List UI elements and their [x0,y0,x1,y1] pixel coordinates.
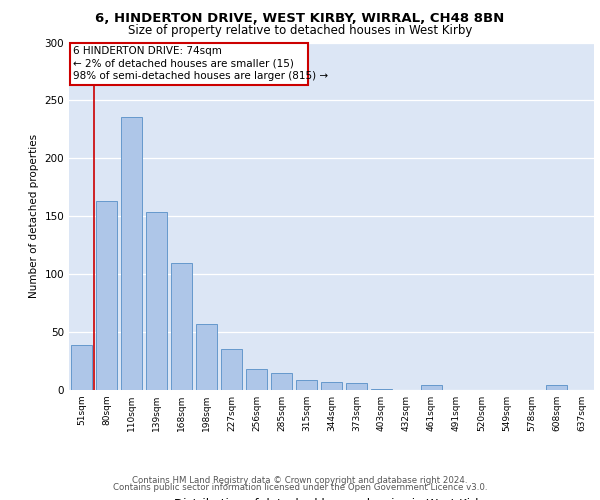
Text: 98% of semi-detached houses are larger (815) →: 98% of semi-detached houses are larger (… [73,72,328,82]
Bar [121,116,142,390]
Bar [71,345,92,390]
Text: 6 HINDERTON DRIVE: 74sqm: 6 HINDERTON DRIVE: 74sqm [73,46,221,56]
Bar [346,383,367,390]
Bar [96,201,117,390]
Bar [371,389,392,390]
Bar [196,324,217,390]
Text: ← 2% of detached houses are smaller (15): ← 2% of detached houses are smaller (15) [73,58,293,68]
Bar [546,386,567,390]
Bar [296,380,317,390]
Text: 6, HINDERTON DRIVE, WEST KIRBY, WIRRAL, CH48 8BN: 6, HINDERTON DRIVE, WEST KIRBY, WIRRAL, … [95,12,505,26]
Bar [421,386,442,390]
Bar [171,262,192,390]
Bar [70,42,308,86]
Bar [321,382,342,390]
Bar [271,372,292,390]
Bar [146,212,167,390]
Y-axis label: Number of detached properties: Number of detached properties [29,134,39,298]
Bar [221,350,242,390]
Text: Contains HM Land Registry data © Crown copyright and database right 2024.: Contains HM Land Registry data © Crown c… [132,476,468,485]
Text: Contains public sector information licensed under the Open Government Licence v3: Contains public sector information licen… [113,484,487,492]
X-axis label: Distribution of detached houses by size in West Kirby: Distribution of detached houses by size … [173,498,490,500]
Bar [246,369,267,390]
Text: Size of property relative to detached houses in West Kirby: Size of property relative to detached ho… [128,24,472,37]
